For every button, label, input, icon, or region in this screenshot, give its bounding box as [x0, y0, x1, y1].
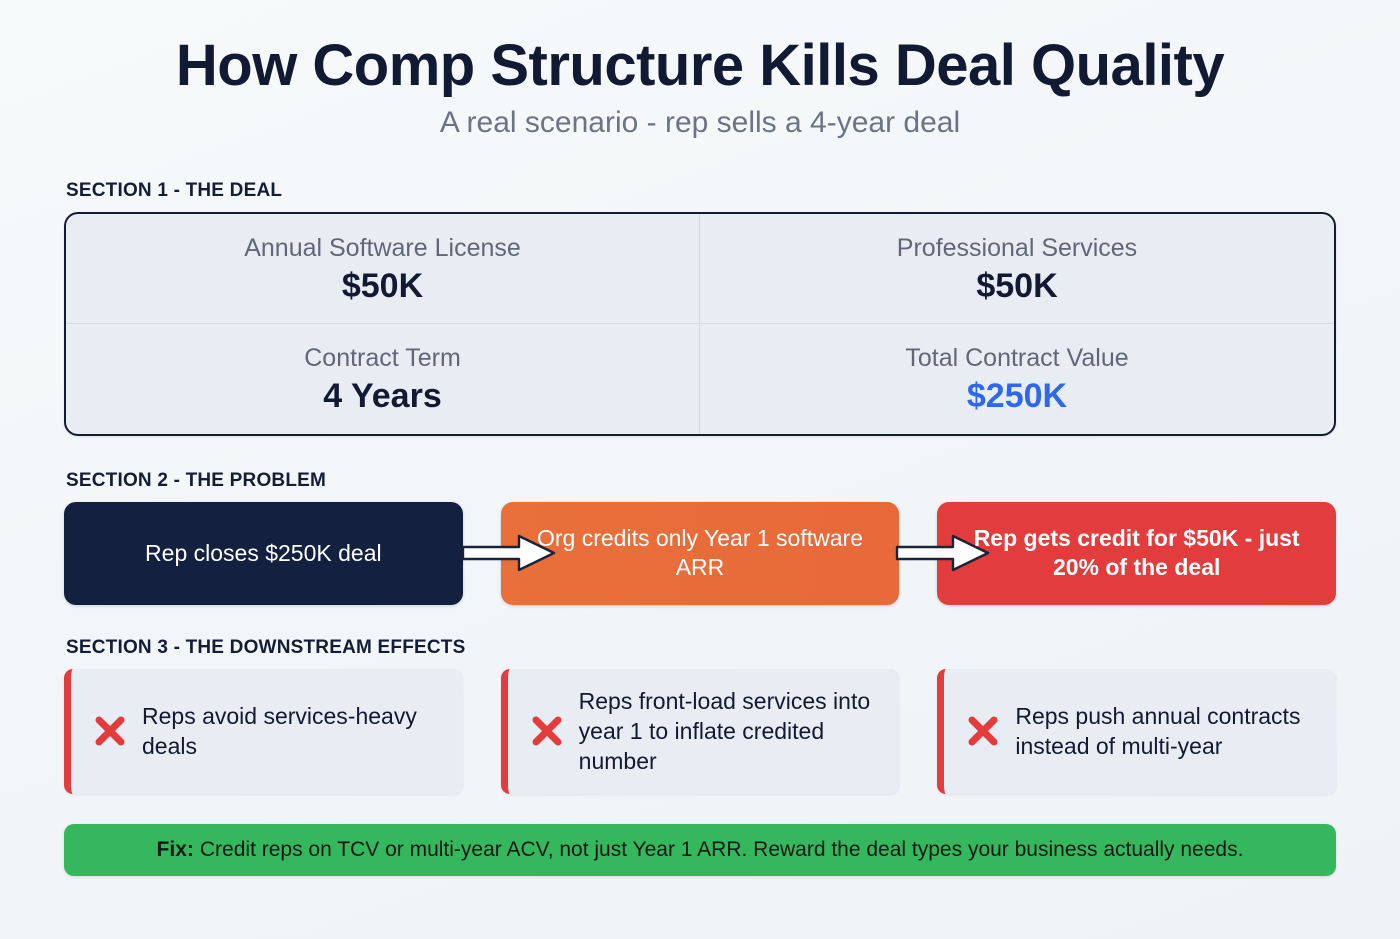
- x-mark-icon: [968, 716, 998, 746]
- effect-text: Reps avoid services-heavy deals: [142, 702, 417, 760]
- x-mark-icon: [95, 716, 125, 746]
- deal-cell-label: Total Contract Value: [905, 344, 1129, 373]
- effect-card: Reps front-load services into year 1 to …: [500, 668, 900, 794]
- flow-step-rep-closes-deal: Rep closes $250K deal: [64, 501, 463, 605]
- fix-label: Fix:: [156, 837, 194, 861]
- deal-summary-card: Annual Software License $50K Professiona…: [64, 212, 1336, 436]
- deal-cell-value: $50K: [341, 267, 424, 306]
- page-title: How Comp Structure Kills Deal Quality: [175, 33, 1225, 98]
- problem-flow: Rep closes $250K deal Org credits only Y…: [64, 501, 1336, 605]
- x-mark-icon: [532, 716, 562, 746]
- effect-card: Reps push annual contracts instead of mu…: [937, 668, 1336, 794]
- flow-step-org-credits-year-1: Org credits only Year 1 software ARR: [500, 501, 900, 605]
- fix-banner: Fix: Credit reps on TCV or multi-year AC…: [64, 823, 1336, 876]
- deal-cell-value-highlight: $250K: [966, 377, 1068, 416]
- section-2-label: SECTION 2 - THE PROBLEM: [66, 469, 327, 491]
- effect-text: Reps push annual contracts instead of mu…: [1015, 702, 1301, 760]
- downstream-effects-list: Reps avoid services-heavy deals Reps fro…: [64, 668, 1336, 794]
- deal-cell-total-contract-value: Total Contract Value $250K: [700, 324, 1334, 433]
- flow-step-rep-gets-credit: Rep gets credit for $50K - just 20% of t…: [937, 501, 1336, 605]
- deal-cell-label: Professional Services: [896, 234, 1138, 263]
- deal-cell-value: 4 Years: [323, 377, 442, 416]
- effect-card: Reps avoid services-heavy deals: [64, 668, 463, 794]
- deal-cell-value: $50K: [976, 267, 1058, 306]
- section-3-label: SECTION 3 - THE DOWNSTREAM EFFECTS: [66, 636, 466, 658]
- deal-cell-contract-term: Contract Term 4 Years: [66, 324, 700, 434]
- deal-cell-label: Contract Term: [304, 344, 461, 373]
- effect-text: Reps front-load services into year 1 to …: [578, 687, 871, 775]
- deal-cell-professional-services: Professional Services $50K: [700, 214, 1334, 325]
- section-1-label: SECTION 1 - THE DEAL: [66, 180, 283, 202]
- deal-cell-label: Annual Software License: [244, 234, 521, 263]
- deal-cell-annual-software-license: Annual Software License $50K: [66, 214, 700, 325]
- fix-text: Credit reps on TCV or multi-year ACV, no…: [199, 837, 1244, 861]
- page-subtitle: A real scenario - rep sells a 4-year dea…: [439, 106, 961, 140]
